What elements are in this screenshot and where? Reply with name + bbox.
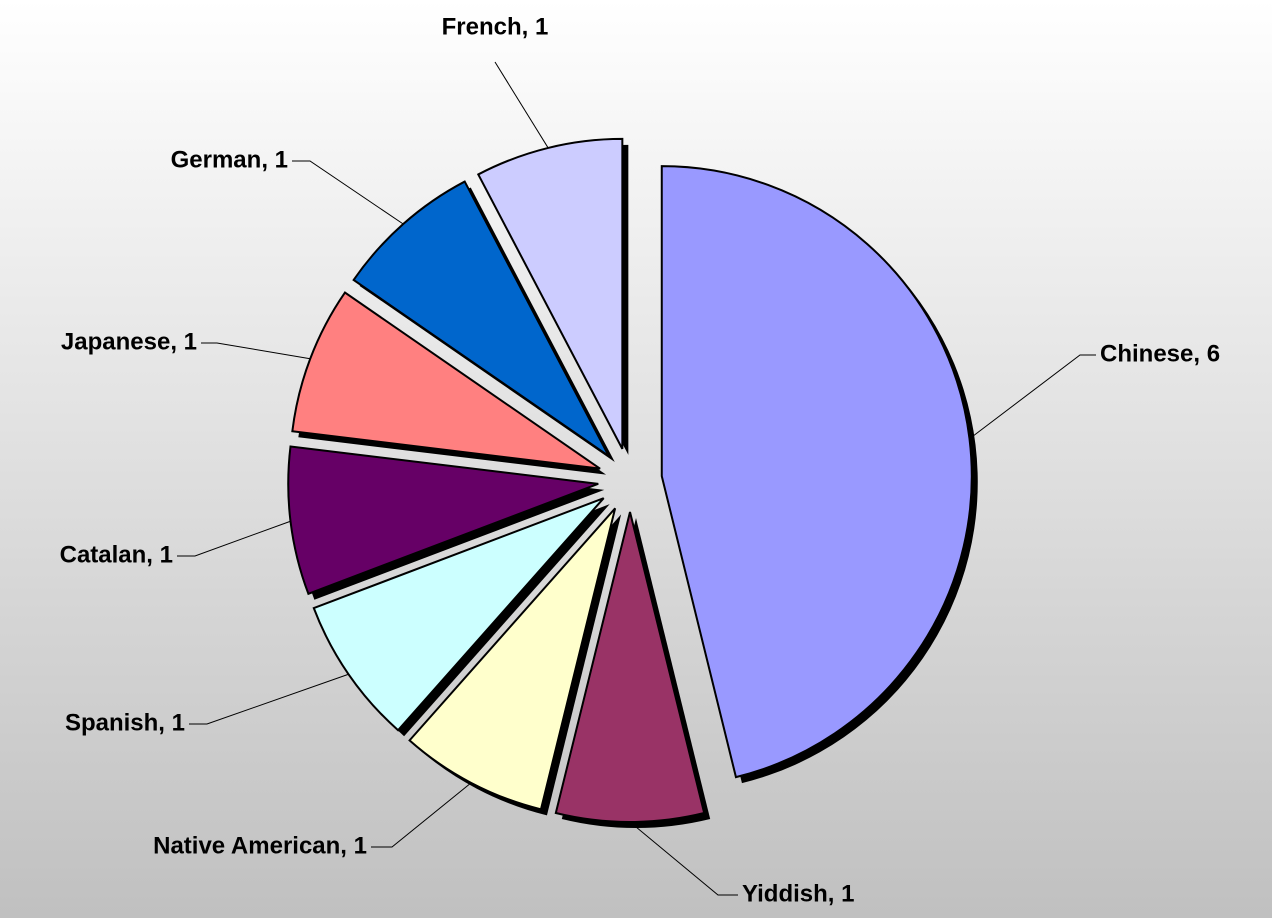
data-label: Yiddish, 1 <box>742 880 854 907</box>
slice <box>408 507 617 811</box>
slice <box>352 180 610 457</box>
slice <box>312 497 605 732</box>
data-label: French, 1 <box>442 13 549 40</box>
leader-line <box>969 354 1096 440</box>
data-label: Japanese, 1 <box>61 328 197 355</box>
data-label: Catalan, 1 <box>60 541 173 568</box>
data-label: Chinese, 6 <box>1100 340 1220 367</box>
slice <box>554 511 706 823</box>
leader-line <box>292 160 404 225</box>
leader-line <box>494 61 549 149</box>
leader-line <box>201 342 311 360</box>
slice <box>291 291 601 470</box>
data-label: German, 1 <box>171 146 288 173</box>
slice <box>287 445 599 596</box>
leader-line <box>371 782 472 848</box>
slice <box>476 137 624 450</box>
leader-line <box>189 673 349 725</box>
data-label: Native American, 1 <box>153 832 367 859</box>
data-label: Spanish, 1 <box>65 709 185 736</box>
leader-line <box>177 520 291 557</box>
leader-line <box>629 821 738 896</box>
